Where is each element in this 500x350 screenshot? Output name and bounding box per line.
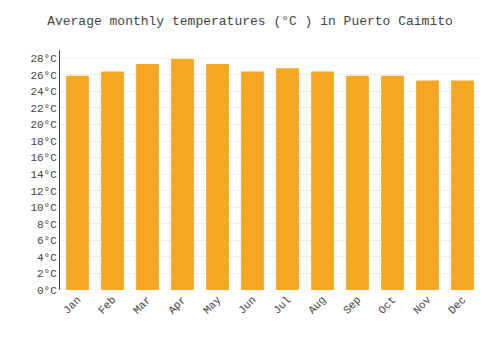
- svg-text:2°C: 2°C: [37, 268, 57, 280]
- svg-text:Apr: Apr: [166, 294, 188, 316]
- svg-text:24°C: 24°C: [30, 86, 57, 98]
- svg-text:20°C: 20°C: [30, 119, 57, 131]
- svg-text:8°C: 8°C: [37, 219, 57, 231]
- svg-text:6°C: 6°C: [37, 235, 57, 247]
- svg-text:May: May: [201, 294, 224, 317]
- svg-text:Dec: Dec: [446, 294, 468, 316]
- svg-text:4°C: 4°C: [37, 252, 57, 264]
- svg-text:Oct: Oct: [376, 294, 398, 316]
- svg-text:Jul: Jul: [271, 294, 293, 316]
- svg-text:12°C: 12°C: [30, 186, 57, 198]
- svg-text:Jun: Jun: [236, 294, 258, 316]
- svg-text:Nov: Nov: [411, 294, 434, 317]
- svg-text:14°C: 14°C: [30, 169, 57, 181]
- svg-text:0°C: 0°C: [37, 285, 57, 297]
- svg-text:26°C: 26°C: [30, 70, 57, 82]
- svg-text:Feb: Feb: [96, 294, 118, 316]
- svg-text:Jan: Jan: [61, 294, 83, 316]
- svg-text:Sep: Sep: [341, 294, 363, 316]
- svg-text:22°C: 22°C: [30, 103, 57, 115]
- svg-text:Average monthly temperatures (: Average monthly temperatures (°C ) in Pu…: [47, 14, 453, 29]
- svg-text:10°C: 10°C: [30, 202, 57, 214]
- svg-text:18°C: 18°C: [30, 136, 57, 148]
- svg-text:Aug: Aug: [306, 294, 328, 316]
- svg-text:Mar: Mar: [131, 294, 153, 316]
- svg-text:28°C: 28°C: [30, 53, 57, 65]
- svg-text:16°C: 16°C: [30, 152, 57, 164]
